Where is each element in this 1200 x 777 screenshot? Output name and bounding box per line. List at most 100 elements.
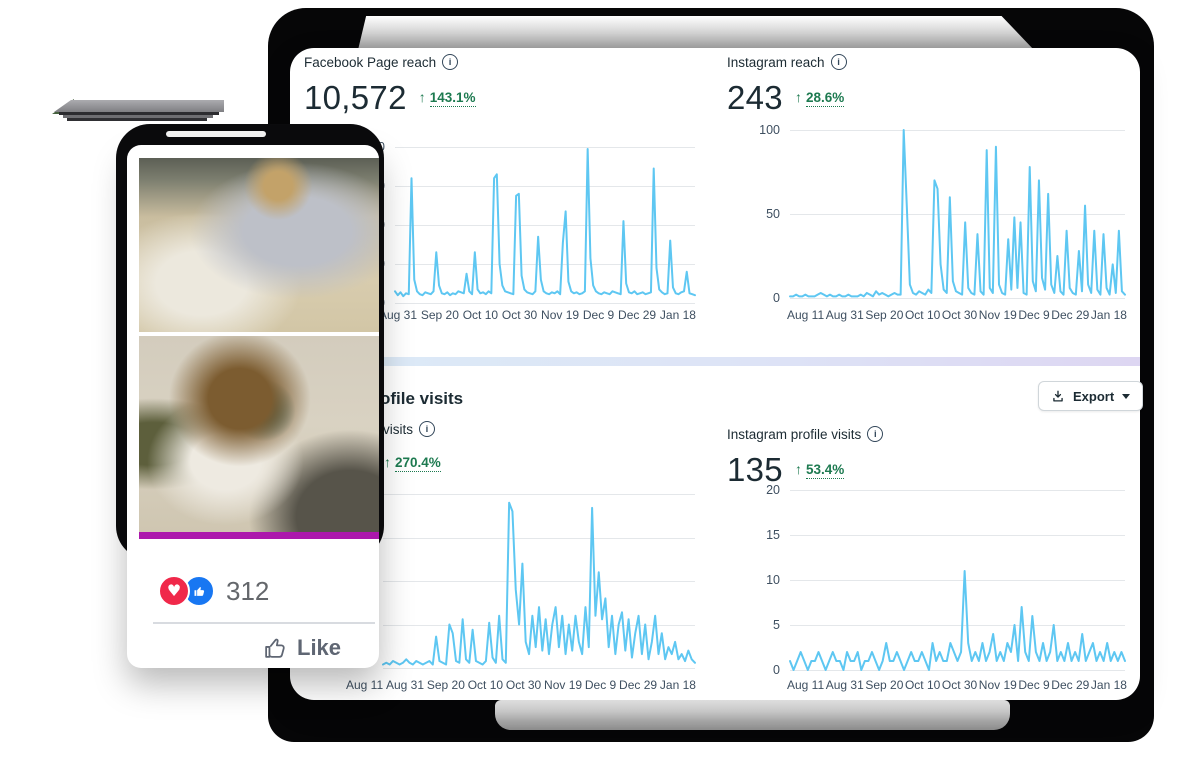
laptop-edge-decoration [50,96,232,128]
delta-percent: 270.4% [395,455,441,472]
metric-delta[interactable]: ↑ 28.6% [794,89,845,107]
info-icon[interactable]: i [867,426,884,442]
laptop-deck [54,100,224,112]
facebook-post-card: ♥ 312 Like [127,145,379,668]
x-tick-label: Dec 29 [1051,678,1090,692]
gridline [790,130,1125,131]
thumbs-up-outline-icon [265,638,285,658]
x-tick-label: Jan 18 [1090,678,1127,692]
reaction-count[interactable]: 312 [226,575,270,606]
up-arrow-icon: ↑ [794,89,802,105]
delta-percent: 28.6% [805,90,845,107]
instagram-profile-visits-chart[interactable]: 20 15 10 5 0 [766,483,1125,677]
x-tick-label: Aug 31 [385,678,425,692]
delta-percent: 53.4% [805,462,845,479]
x-tick-label: Oct 10 [462,308,499,322]
laptop-edge-stripe [67,118,207,121]
y-tick-label: 15 [766,528,780,542]
chart-line [383,494,695,668]
y-tick-label: 0 [773,663,780,677]
gridline [395,186,695,187]
facebook-profile-visits-chart[interactable] [383,494,695,669]
like-button[interactable]: Like [263,635,341,661]
gridline [790,625,1125,626]
gridline [395,303,695,304]
gridline [395,147,695,148]
post-photo-2 [139,336,379,532]
up-arrow-icon: ↑ [794,461,802,477]
metric-value: 10,572 [304,79,407,116]
x-tick-label: Dec 9 [1018,308,1050,322]
heart-glyph: ♥ [166,581,182,600]
monitor-screen-glare [358,16,1034,50]
section-divider-ribbon [290,357,1140,366]
facebook-reach-chart[interactable]: 8006004002000 [364,140,695,310]
gridline [383,537,695,539]
gridline [383,668,695,669]
chart-line [790,130,1125,298]
x-tick-label: Dec 29 [1051,308,1090,322]
x-tick-label: Oct 10 [467,678,504,692]
x-tick-label: Sep 20 [865,308,904,322]
gridline [790,298,1125,299]
x-tick-label: Aug 31 [378,308,418,322]
gridline [395,264,695,265]
chevron-down-icon [1122,393,1131,399]
section-heading: profile visits [363,389,464,408]
metric-title: Instagram reach [727,54,825,70]
x-tick-label: Nov 19 [544,678,583,692]
x-tick-label: Oct 10 [904,678,941,692]
chart-line [395,147,695,303]
up-arrow-icon: ↑ [384,454,391,470]
post-divider [153,622,375,624]
x-tick-label: Dec 9 [1018,678,1050,692]
info-icon[interactable]: i [419,421,435,437]
x-tick-label: Aug 11 [787,678,825,692]
x-tick-label: Oct 30 [505,678,542,692]
metric-delta[interactable]: ↑ 270.4% [384,454,441,472]
x-tick-label: Aug 11 [346,678,384,692]
x-tick-label: Nov 19 [541,308,580,322]
metric-delta[interactable]: ↑ 143.1% [419,89,476,107]
laptop-edge-stripe [59,112,219,115]
facebook-reach-metric: Facebook Page reach i 10,572 ↑ 143.1% [304,54,476,117]
y-tick-label: 0 [773,291,780,305]
monitor-stand [495,700,1010,730]
love-reaction-icon[interactable]: ♥ [158,575,190,607]
phone-speaker-slot [166,131,266,137]
x-tick-label: Jan 18 [659,678,696,692]
metric-delta[interactable]: ↑ 53.4% [794,461,845,479]
export-label: Export [1073,388,1115,404]
reactions-row: ♥ 312 [158,575,269,607]
x-tick-label: Oct 30 [501,308,538,322]
y-tick-label: 50 [766,207,780,221]
x-tick-label: Sep 20 [426,678,465,692]
gridline [790,670,1125,671]
download-icon [1053,390,1063,402]
export-button[interactable]: Export [1038,381,1144,411]
gridline [790,490,1125,491]
x-tick-label: Nov 19 [978,678,1017,692]
thumbs-up-icon [194,586,204,596]
accent-bar [139,532,379,539]
x-tick-label: Aug 31 [825,678,864,692]
gridline [790,214,1125,215]
metric-value: 135 [727,451,783,488]
x-tick-label: Dec 9 [582,308,615,322]
gridline [383,581,695,582]
x-tick-label: Nov 19 [978,308,1017,322]
gridline [790,580,1125,581]
x-tick-label: Jan 18 [659,308,696,322]
delta-percent: 143.1% [429,90,476,107]
metric-title: Instagram profile visits [727,426,862,442]
info-icon[interactable]: i [442,54,459,70]
facebook-profile-visits-metric: visits i ↑ 270.4% [383,421,441,472]
x-tick-label: Oct 10 [904,308,941,322]
x-tick-label: Aug 11 [787,308,825,322]
info-icon[interactable]: i [830,54,847,70]
x-tick-label: Jan 18 [1090,308,1127,322]
instagram-reach-chart[interactable]: 100 50 0 [759,123,1125,305]
